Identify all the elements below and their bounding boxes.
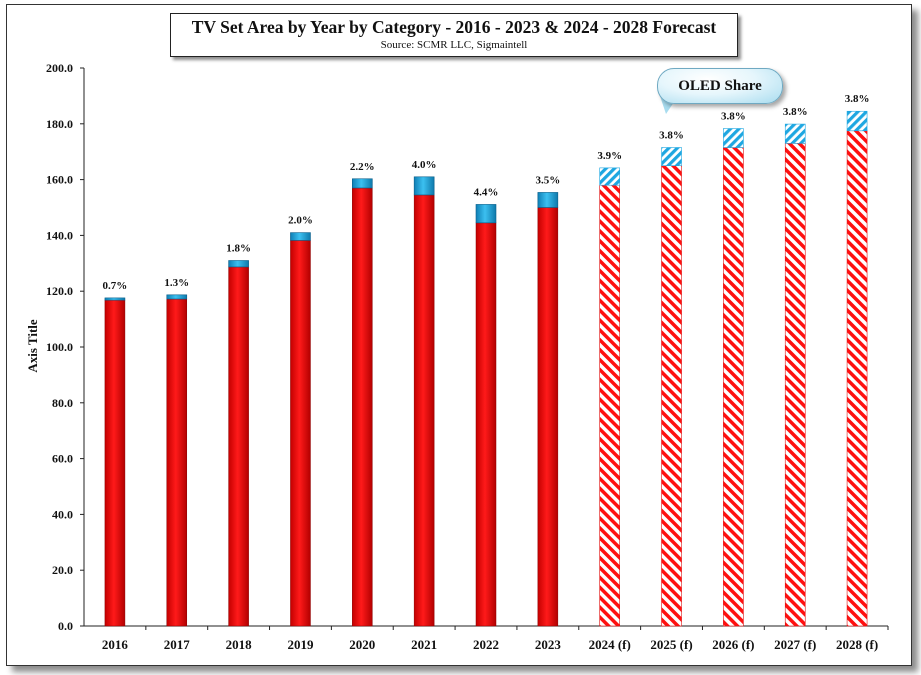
bar-non-oled [413,194,435,627]
y-tick-label: 0.0 [58,619,73,633]
x-tick-label: 2017 [164,637,191,652]
data-label: 3.8% [659,130,684,142]
y-tick-label: 180.0 [46,117,73,131]
bar-oled [784,123,806,144]
y-tick-label: 40.0 [52,507,73,521]
bar-oled [104,297,126,301]
bar-oled [228,260,249,268]
chart-frame [6,4,912,666]
data-label: 0.7% [103,280,128,292]
bar-non-oled [475,222,497,627]
x-tick-label: 2023 [535,637,562,652]
bar-non-oled [599,184,620,627]
chart-title-box: TV Set Area by Year by Category - 2016 -… [170,13,738,57]
y-tick-label: 100.0 [46,340,73,354]
data-label: 3.9% [597,150,622,162]
bar-non-oled [784,143,806,627]
y-tick-label: 20.0 [52,563,73,577]
bar-oled [537,192,559,208]
data-label: 3.8% [845,93,870,105]
bar-oled [352,178,373,189]
x-tick-label: 2022 [473,637,499,652]
bar-oled [475,204,497,224]
bar-non-oled [661,165,682,627]
bar-oled [290,232,311,241]
y-tick-label: 140.0 [46,228,73,242]
data-label: 3.8% [721,111,746,123]
bar-non-oled [166,298,188,627]
bar-non-oled [104,299,126,627]
data-label: 2.2% [350,161,375,173]
y-tick-label: 120.0 [46,284,73,298]
x-tick-label: 2021 [411,637,437,652]
data-label: 2.0% [288,215,313,227]
bar-oled [599,167,620,186]
y-tick-label: 60.0 [52,452,73,466]
bar-oled [661,147,682,166]
x-tick-label: 2025 (f) [650,637,692,652]
bar-non-oled [723,147,744,627]
y-tick-label: 80.0 [52,396,73,410]
data-label: 4.4% [474,186,499,198]
data-label: 1.3% [164,277,189,289]
bar-oled [166,294,188,300]
data-label: 1.8% [226,243,251,255]
data-label: 4.0% [412,159,437,171]
x-tick-label: 2020 [349,637,375,652]
bar-non-oled [846,130,868,627]
data-label: 3.8% [783,106,808,118]
x-tick-label: 2026 (f) [712,637,754,652]
bar-non-oled [537,207,559,627]
chart-subtitle: Source: SCMR LLC, Sigmaintell [380,39,528,51]
y-tick-label: 200.0 [46,61,73,75]
x-tick-label: 2016 [102,637,129,652]
x-tick-label: 2024 (f) [589,637,631,652]
bar-oled [723,128,744,148]
chart-title: TV Set Area by Year by Category - 2016 -… [191,17,717,37]
bar-oled [846,110,868,132]
data-label: 3.5% [535,174,560,186]
y-axis-title: Axis Title [25,319,40,373]
bar-non-oled [228,266,249,627]
y-tick-label: 160.0 [46,173,73,187]
x-tick-label: 2027 (f) [774,637,816,652]
x-tick-label: 2019 [287,637,314,652]
bar-oled [413,176,435,196]
bar-non-oled [352,187,373,627]
bar-non-oled [290,240,311,627]
x-tick-label: 2028 (f) [836,637,878,652]
oled-share-callout: OLED Share [657,68,783,104]
x-tick-label: 2018 [226,637,253,652]
